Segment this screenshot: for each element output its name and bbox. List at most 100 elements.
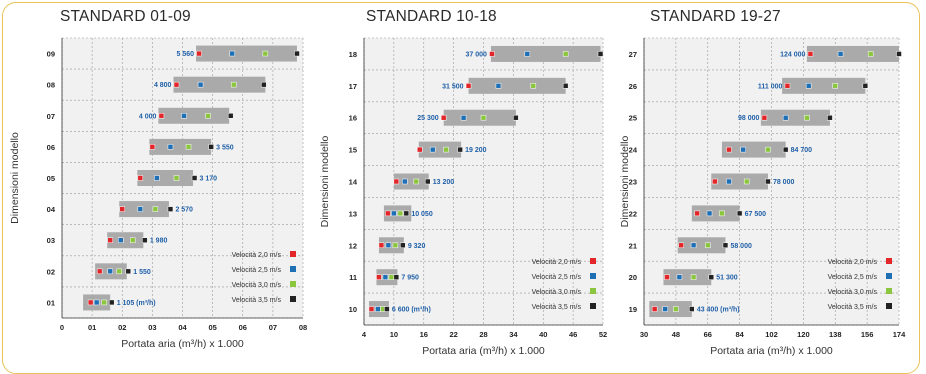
data-point: [137, 175, 144, 181]
chart-panel-standard-01-09: STANDARD 01-09 0 01 02 03 04 05 06 07 08 01 1 105 …: [0, 0, 310, 360]
data-point: [662, 306, 668, 312]
y-tick-label: 23: [629, 178, 637, 187]
chart-panel-standard-19-27: STANDARD 19-27 30 48 66 84 102 120 138 156 174 19…: [619, 0, 926, 360]
data-point: [706, 210, 713, 217]
y-tick-label: 19: [629, 305, 637, 314]
data-point: [743, 178, 750, 185]
data-label: 58 000: [730, 243, 752, 250]
data-label: 43 400 (m³/h): [697, 307, 740, 314]
data-point: [862, 83, 869, 89]
legend-label: Velocità 2,0 m/s: [828, 259, 878, 266]
data-label: 67 500: [745, 211, 767, 218]
data-point: [197, 81, 204, 88]
range-bar: [196, 45, 297, 62]
data-point: [368, 306, 375, 312]
chart-svg: 4 10 16 22 28 34 40 46 52 10 6 600 (m³/h) 11 7 950 12…: [319, 37, 607, 357]
y-tick-label: 01: [47, 298, 55, 307]
range-bar: [137, 170, 194, 186]
x-axis-title: Portata aria (m³/h) x 1.000: [121, 338, 244, 350]
x-tick-label: 02: [118, 323, 126, 332]
data-point: [664, 274, 670, 280]
data-point: [87, 299, 94, 306]
data-label: 124 000: [780, 51, 805, 58]
data-point: [417, 146, 423, 153]
chart-svg: 0 01 02 03 04 05 06 07 08 01 1 105 (m³/h) 02 1 550 03…: [9, 37, 307, 350]
x-tick-label: 48: [672, 330, 680, 339]
data-label: 25 300: [417, 115, 439, 122]
data-point: [191, 175, 198, 181]
range-bar: [158, 107, 230, 124]
y-tick-label: 06: [47, 143, 55, 152]
range-bar: [691, 205, 740, 222]
range-bar: [468, 77, 566, 94]
chart-title: STANDARD 19-27: [650, 8, 781, 25]
data-point: [93, 299, 100, 306]
x-tick-label: 40: [539, 330, 547, 339]
data-point: [119, 206, 125, 212]
data-point: [807, 51, 814, 57]
data-point: [96, 268, 103, 275]
data-label: 4 000: [139, 113, 157, 120]
chart-title: STANDARD 01-09: [60, 8, 191, 25]
y-axis-title: Dimensioni modello: [619, 136, 631, 228]
y-tick-label: 18: [349, 50, 357, 59]
y-axis-title: Dimensioni modello: [9, 132, 21, 224]
y-tick-label: 08: [47, 81, 55, 90]
data-point: [719, 210, 725, 217]
legend-label: Velocità 3,5 m/s: [828, 304, 878, 311]
data-point: [513, 114, 519, 121]
data-point: [392, 242, 399, 249]
data-point: [708, 274, 715, 280]
data-point: [690, 274, 697, 280]
data-point: [378, 242, 385, 249]
data-label: 1 105 (m³/h): [117, 300, 156, 307]
data-point: [761, 114, 768, 121]
y-tick-label: 11: [349, 273, 357, 282]
y-tick-label: 16: [349, 114, 357, 123]
data-label: 7 950: [401, 275, 419, 282]
chart-svg: 30 48 66 84 102 120 138 156 174 19 43 400 (m³/h) 20…: [619, 37, 906, 357]
range-bar: [443, 109, 516, 126]
data-point: [837, 51, 844, 57]
x-tick-label: 07: [269, 323, 277, 332]
data-point: [382, 274, 389, 280]
data-point: [530, 83, 537, 89]
chart-panel-standard-10-18: STANDARD 10-18 4 10 16 22 28 34 40 46 52 10 6 600 …: [310, 0, 620, 360]
x-tick-label: 05: [208, 323, 216, 332]
data-point: [107, 268, 113, 275]
legend-label: Velocità 2,0 m/s: [532, 259, 582, 266]
legend-marker: [886, 288, 892, 294]
data-label: 31 500: [442, 83, 464, 90]
x-tick-label: 52: [599, 330, 607, 339]
x-tick-label: 156: [861, 330, 874, 339]
data-point: [896, 51, 902, 57]
data-point: [804, 114, 810, 121]
x-tick-label: 08: [299, 323, 307, 332]
y-tick-label: 15: [349, 146, 357, 155]
data-point: [167, 144, 174, 150]
data-point: [385, 242, 392, 249]
data-point: [403, 210, 410, 217]
data-point: [185, 144, 192, 150]
x-tick-label: 4: [362, 330, 367, 339]
data-point: [712, 178, 718, 185]
data-point: [375, 306, 381, 312]
x-axis-title: Portata aria (m³/h) x 1.000: [422, 345, 545, 357]
range-bar: [378, 237, 404, 254]
range-bar: [418, 141, 462, 158]
x-axis-title: Portata aria (m³/h) x 1.000: [710, 345, 833, 357]
x-tick-label: 03: [148, 323, 156, 332]
data-point: [391, 210, 397, 217]
data-point: [765, 146, 771, 153]
data-point: [229, 50, 235, 57]
data-point: [388, 274, 395, 280]
x-tick-label: 0: [60, 323, 64, 332]
data-point: [101, 299, 107, 306]
data-label: 1 980: [150, 238, 168, 245]
range-bar: [806, 45, 899, 62]
data-label: 3 550: [216, 144, 234, 151]
data-label: 1 550: [133, 269, 151, 276]
data-point: [460, 114, 467, 121]
x-tick-label: 06: [239, 323, 247, 332]
data-point: [397, 210, 404, 217]
